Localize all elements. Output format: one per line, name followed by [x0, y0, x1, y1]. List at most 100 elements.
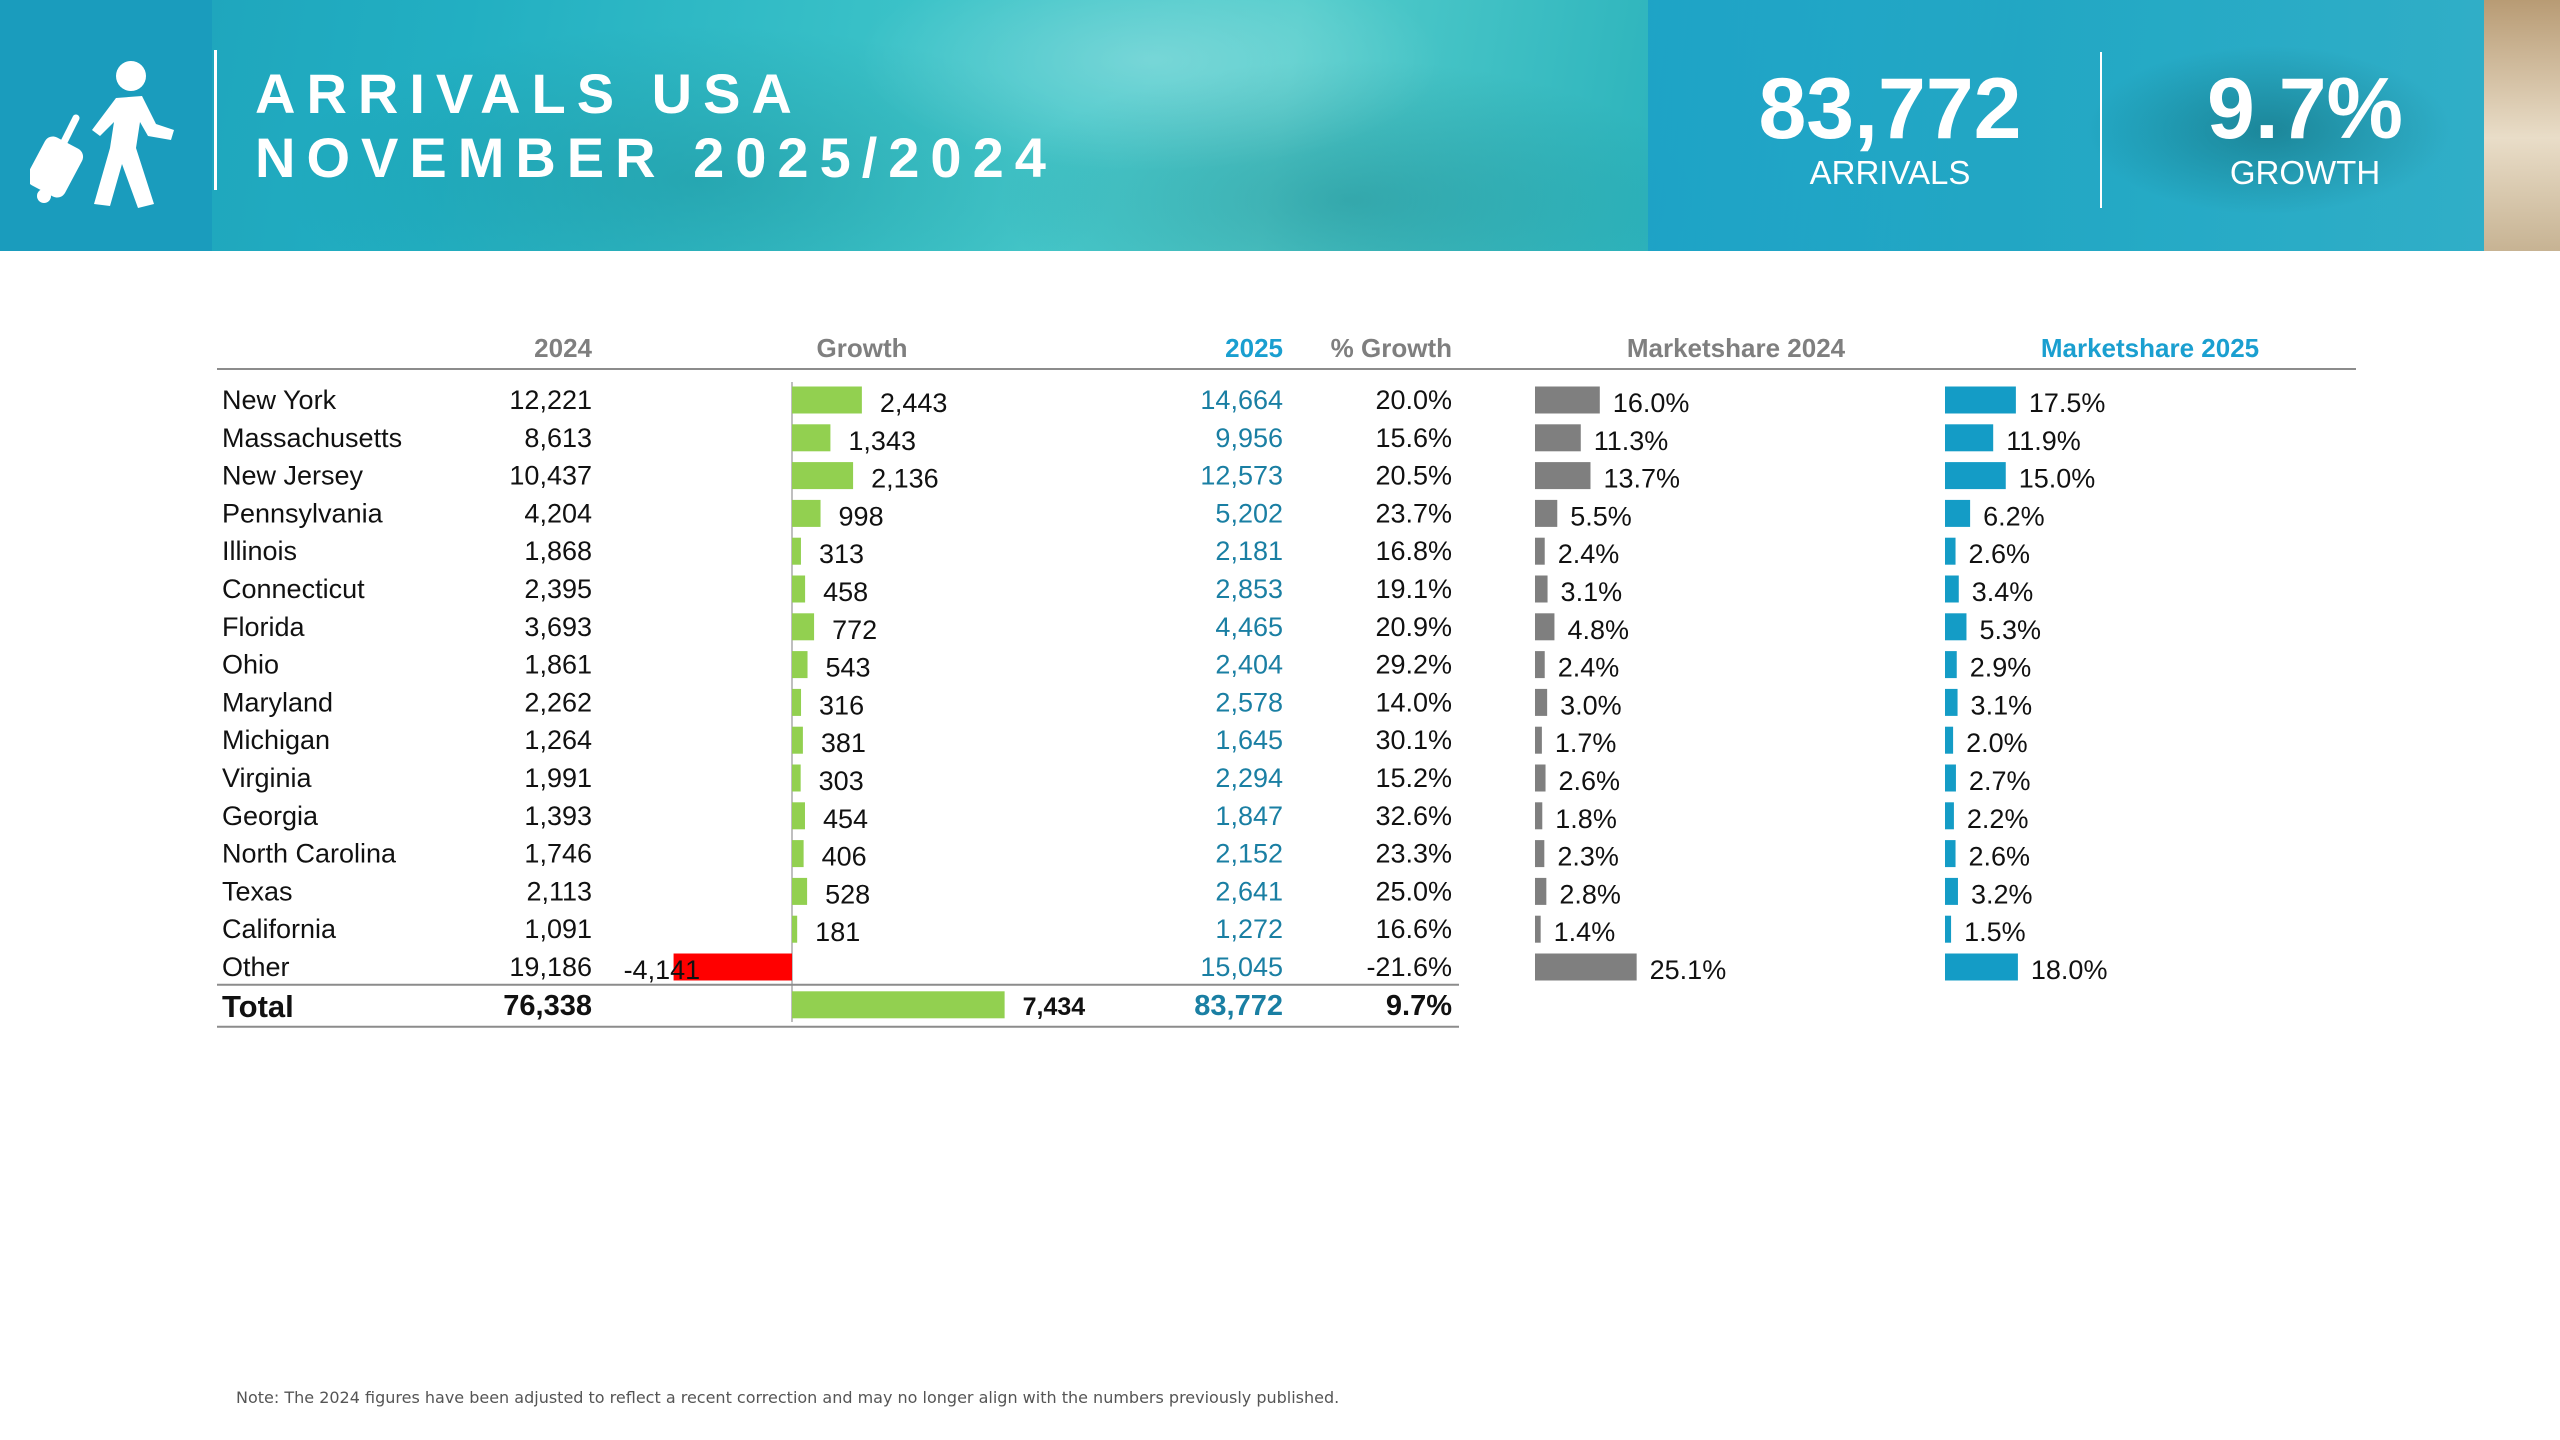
- marketshare-2025-bar: [1945, 953, 2018, 981]
- total-pct-growth: 9.7%: [1386, 990, 1452, 1022]
- row-label: Texas: [222, 876, 293, 906]
- pct-growth: 15.6%: [1375, 423, 1452, 453]
- pct-growth: 29.2%: [1375, 650, 1452, 680]
- marketshare-2024-bar: [1535, 953, 1637, 981]
- growth-bar: [792, 915, 798, 943]
- growth-bar: [792, 688, 802, 716]
- growth-bar: [792, 386, 862, 414]
- total-2025: 83,772: [1194, 990, 1283, 1022]
- growth-label: 2,136: [871, 464, 939, 494]
- marketshare-2024-label: 4.8%: [1567, 615, 1629, 645]
- value-2024: 1,746: [524, 839, 592, 869]
- value-2025: 2,181: [1215, 536, 1283, 566]
- marketshare-2024-bar: [1535, 877, 1547, 905]
- row-label: New Jersey: [222, 461, 364, 491]
- marketshare-2024-label: 1.4%: [1554, 917, 1616, 947]
- marketshare-2024-bar: [1535, 802, 1543, 830]
- row-label: Other: [222, 952, 290, 982]
- growth-label: 381: [821, 728, 866, 758]
- row-label: California: [222, 914, 337, 944]
- marketshare-2024-label: 2.6%: [1559, 766, 1621, 796]
- marketshare-2024-label: 13.7%: [1603, 464, 1680, 494]
- marketshare-2025-bar: [1945, 688, 1958, 716]
- header-banner: ARRIVALS USA NOVEMBER 2025/2024 83,772 A…: [0, 0, 2560, 251]
- column-header-marketshare-2024: Marketshare 2024: [1627, 333, 1846, 363]
- marketshare-2024-label: 2.4%: [1558, 539, 1620, 569]
- value-2025: 12,573: [1200, 461, 1283, 491]
- marketshare-2024-bar: [1535, 386, 1600, 414]
- marketshare-2025-bar: [1945, 575, 1959, 603]
- kpi-arrivals-value: 83,772: [1758, 61, 2022, 157]
- marketshare-2025-bar: [1945, 386, 2016, 414]
- marketshare-2024-bar: [1535, 915, 1541, 943]
- growth-label: 1,343: [848, 426, 916, 456]
- value-2025: 9,956: [1215, 423, 1283, 453]
- growth-label: 772: [832, 615, 877, 645]
- value-2025: 5,202: [1215, 498, 1283, 528]
- growth-bar: [792, 651, 808, 679]
- marketshare-2025-label: 5.3%: [1979, 615, 2041, 645]
- value-2025: 4,465: [1215, 612, 1283, 642]
- value-2025: 1,645: [1215, 725, 1283, 755]
- growth-label: -4,141: [624, 955, 701, 985]
- column-header-growth: Growth: [817, 333, 908, 363]
- marketshare-2024-label: 5.5%: [1570, 501, 1632, 531]
- kpi-growth-label: GROWTH: [2229, 154, 2381, 191]
- value-2025: 2,853: [1215, 574, 1283, 604]
- banner-kpi-panel: [1648, 0, 2484, 251]
- marketshare-2025-bar: [1945, 764, 1956, 792]
- value-2024: 1,091: [524, 914, 592, 944]
- growth-label: 303: [819, 766, 864, 796]
- column-header-2024: 2024: [534, 333, 592, 363]
- marketshare-2025-label: 2.6%: [1969, 539, 2031, 569]
- growth-bar: [792, 499, 821, 527]
- marketshare-2024-bar: [1535, 651, 1545, 679]
- pct-growth: 20.0%: [1375, 385, 1452, 415]
- marketshare-2025-bar: [1945, 726, 1954, 754]
- marketshare-2025-label: 2.6%: [1969, 842, 2031, 872]
- marketshare-2024-label: 3.1%: [1561, 577, 1623, 607]
- pct-growth: 16.8%: [1375, 536, 1452, 566]
- pct-growth: 19.1%: [1375, 574, 1452, 604]
- value-2025: 14,664: [1200, 385, 1283, 415]
- value-2024: 3,693: [524, 612, 592, 642]
- marketshare-2025-label: 3.4%: [1972, 577, 2034, 607]
- row-label: Connecticut: [222, 574, 365, 604]
- marketshare-2024-label: 2.4%: [1558, 653, 1620, 683]
- marketshare-2024-bar: [1535, 537, 1545, 565]
- growth-label: 316: [819, 690, 864, 720]
- growth-label: 2,443: [880, 388, 948, 418]
- footnote: Note: The 2024 figures have been adjuste…: [236, 1388, 1340, 1407]
- kpi-arrivals: 83,772 ARRIVALS: [1720, 62, 2060, 190]
- value-2025: 2,152: [1215, 839, 1283, 869]
- growth-bar: [792, 613, 815, 641]
- total-2024: 76,338: [503, 990, 592, 1022]
- row-label: Florida: [222, 612, 306, 642]
- marketshare-2025-bar: [1945, 537, 1956, 565]
- marketshare-2025-bar: [1945, 915, 1952, 943]
- marketshare-2025-bar: [1945, 499, 1971, 527]
- growth-bar: [792, 764, 801, 792]
- pct-growth: 14.0%: [1375, 687, 1452, 717]
- row-label: Pennsylvania: [222, 498, 384, 528]
- value-2024: 2,262: [524, 687, 592, 717]
- row-label: Ohio: [222, 650, 279, 680]
- total-label: Total: [222, 989, 294, 1024]
- kpi-growth: 9.7% GROWTH: [2160, 62, 2450, 190]
- marketshare-2024-bar: [1535, 575, 1548, 603]
- marketshare-2024-bar: [1535, 726, 1542, 754]
- marketshare-2024-label: 11.3%: [1594, 426, 1669, 456]
- marketshare-2024-label: 2.8%: [1559, 879, 1621, 909]
- growth-label: 181: [815, 917, 860, 947]
- value-2025: 15,045: [1200, 952, 1283, 982]
- total-growth-bar: [792, 991, 1005, 1019]
- row-label: Virginia: [222, 763, 313, 793]
- marketshare-2025-label: 11.9%: [2006, 426, 2081, 456]
- marketshare-2025-label: 1.5%: [1964, 917, 2026, 947]
- kpi-growth-value: 9.7%: [2206, 61, 2404, 157]
- marketshare-2025-label: 17.5%: [2029, 388, 2106, 418]
- marketshare-2025-bar: [1945, 613, 1967, 641]
- marketshare-2025-label: 2.2%: [1967, 804, 2029, 834]
- growth-bar: [792, 537, 801, 565]
- value-2025: 2,578: [1215, 687, 1283, 717]
